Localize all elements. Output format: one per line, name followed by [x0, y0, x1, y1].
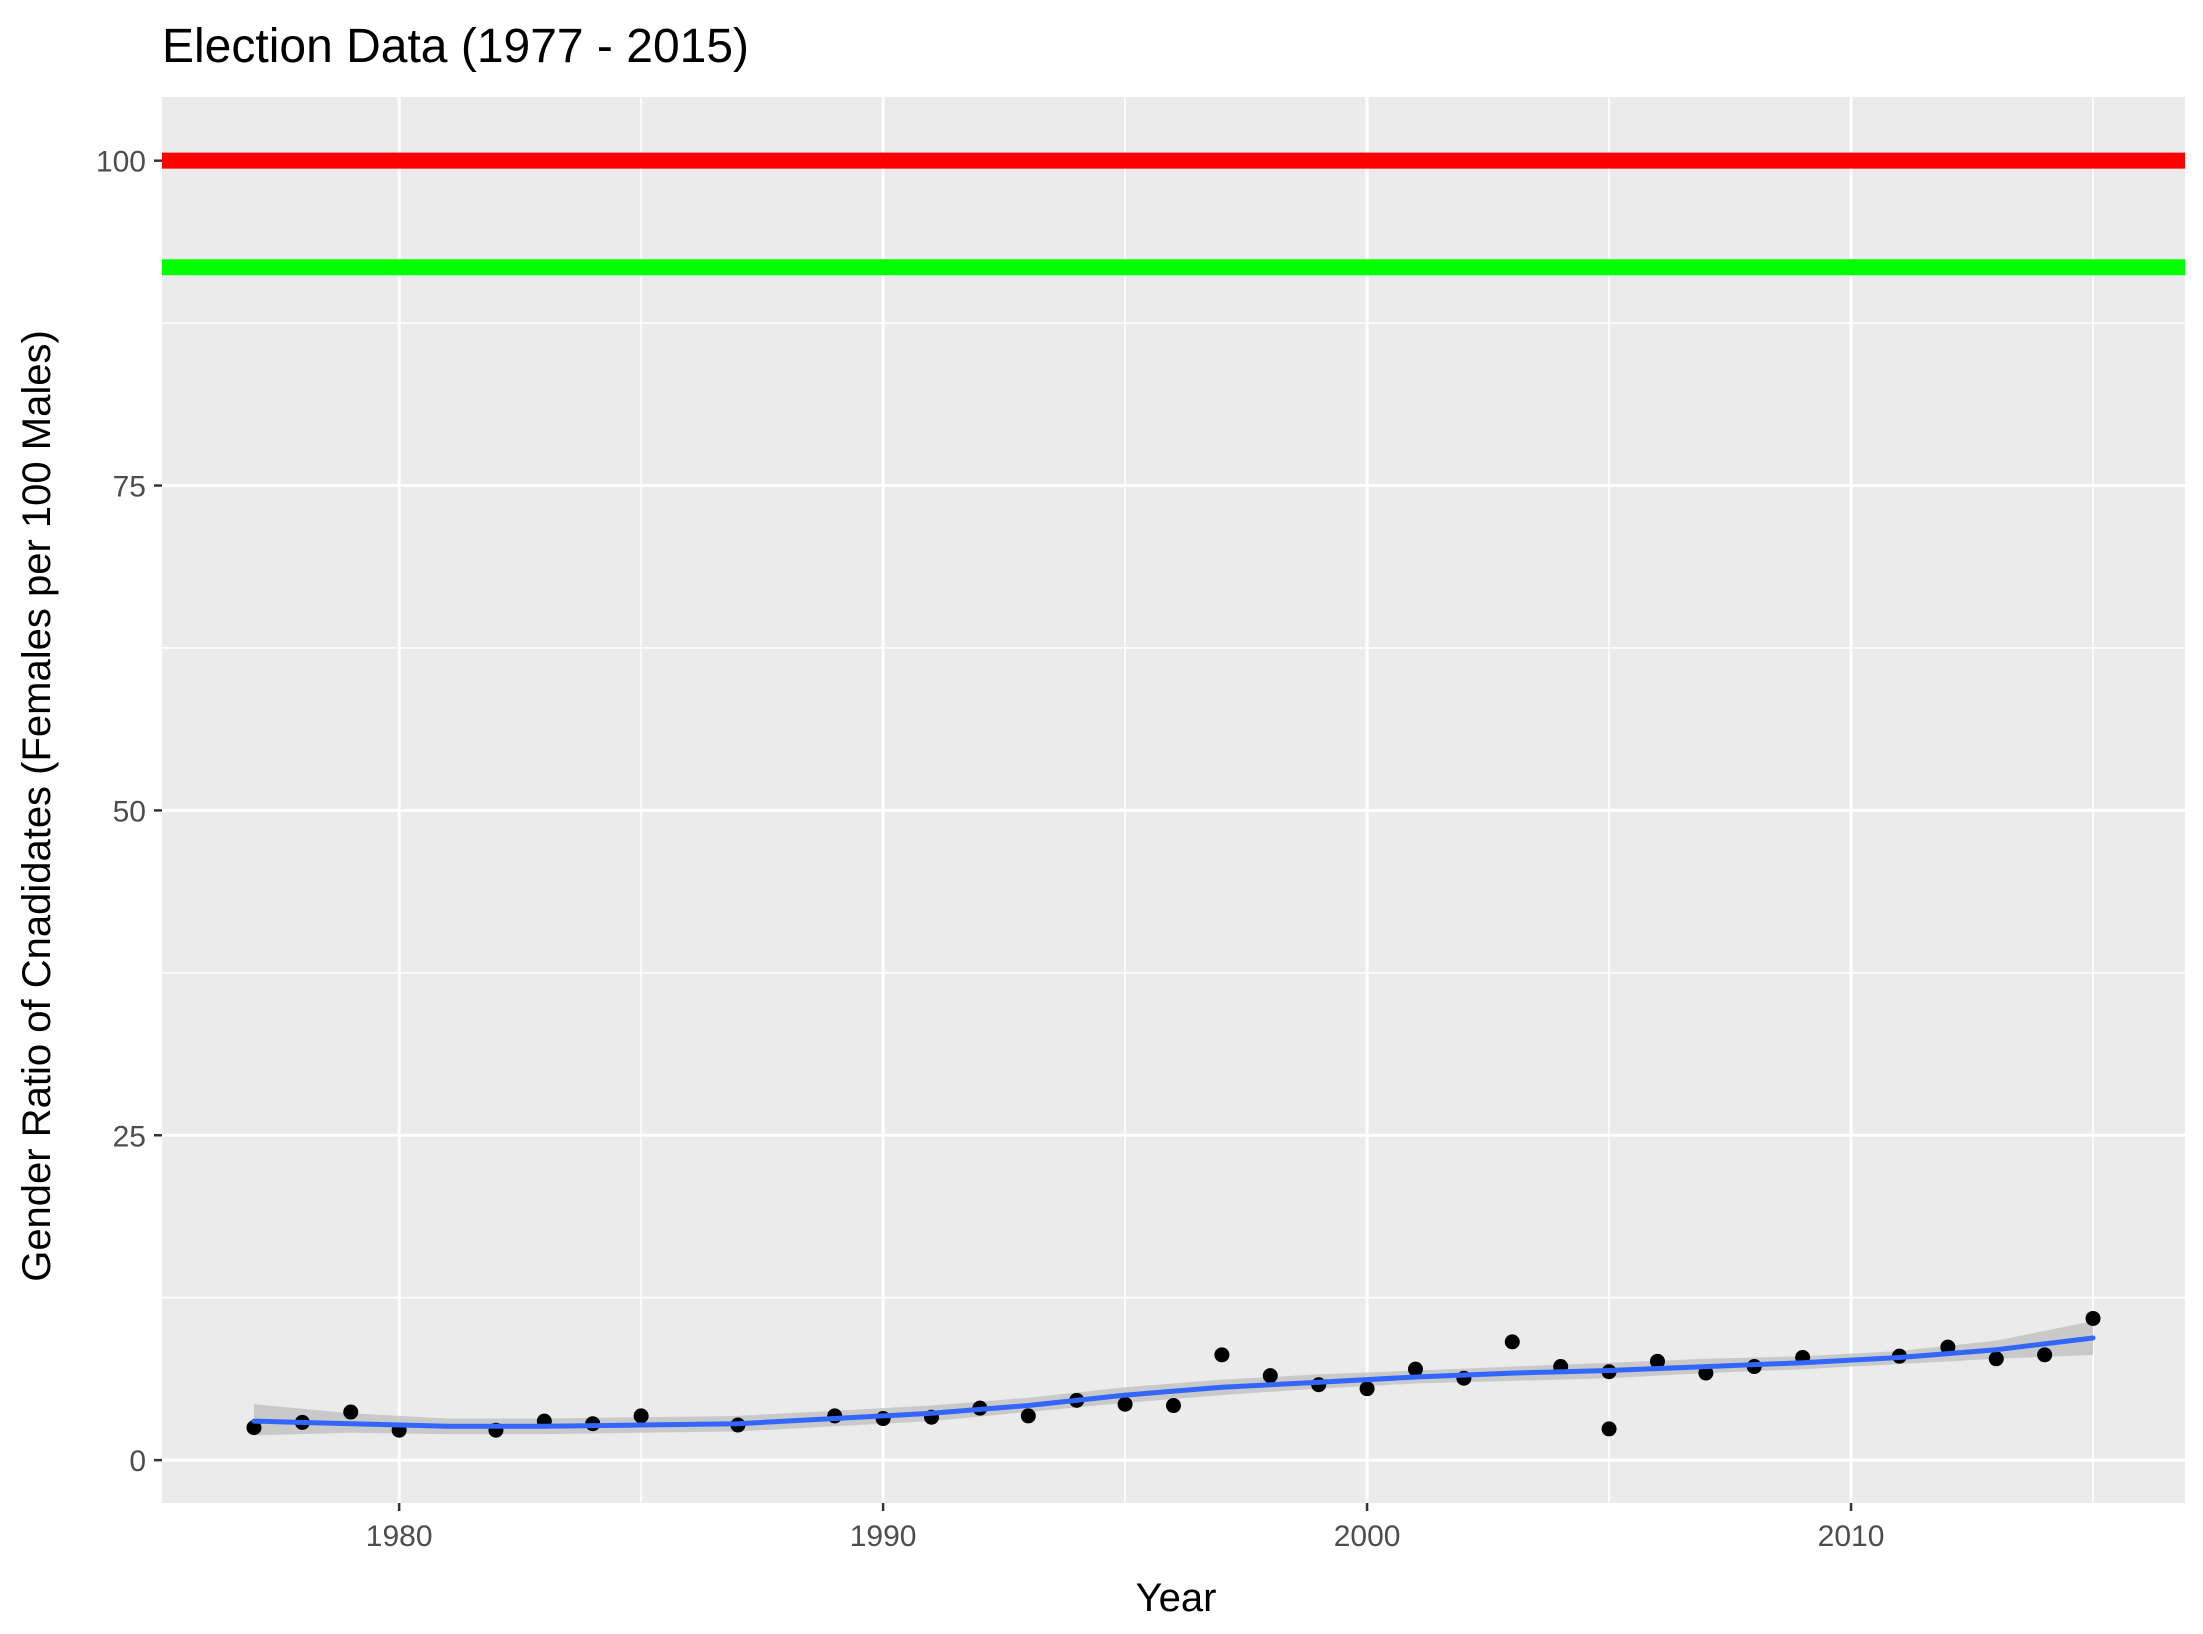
smooth-line-layer [251, 1335, 2096, 1429]
data-point [246, 1420, 262, 1436]
smooth-line [251, 1335, 2096, 1429]
data-point [1359, 1381, 1375, 1397]
data-point [1504, 1334, 1520, 1350]
x-axis-title: Year [1136, 1576, 1217, 1620]
y-tick-label: 75 [113, 471, 146, 504]
y-tick-label: 0 [129, 1445, 146, 1478]
data-point [1988, 1351, 2004, 1367]
data-point [2037, 1347, 2053, 1363]
x-tick-label: 2000 [1334, 1520, 1401, 1553]
y-tick-label: 100 [96, 146, 146, 179]
chart-title: Election Data (1977 - 2015) [162, 20, 749, 73]
data-point [1407, 1361, 1423, 1377]
data-point [1214, 1347, 1230, 1363]
plot-panel [162, 97, 2185, 1503]
data-point [633, 1408, 649, 1424]
y-tick-label: 25 [113, 1120, 146, 1153]
x-tick-label: 1990 [850, 1520, 917, 1553]
data-point [1020, 1408, 1036, 1424]
minor-gridlines [162, 97, 2185, 1503]
y-axis: 0 25 50 75 100 [96, 146, 162, 1478]
data-point [1649, 1353, 1665, 1369]
x-tick-label: 1980 [366, 1520, 433, 1553]
data-point [1601, 1421, 1617, 1437]
x-tick-label: 2010 [1818, 1520, 1885, 1553]
y-tick-label: 50 [113, 795, 146, 828]
data-point [1166, 1398, 1181, 1414]
y-axis-title: Gender Ratio of Cnadidates (Females per … [15, 330, 59, 1282]
data-point [343, 1404, 359, 1420]
scatter-points [246, 1310, 2101, 1438]
data-point [2085, 1310, 2101, 1326]
reference-lines [162, 152, 2185, 276]
data-point [1698, 1365, 1714, 1381]
data-point [1262, 1368, 1278, 1384]
x-axis: 1980 1990 2000 2010 [366, 1503, 1885, 1553]
data-point [1117, 1396, 1133, 1412]
